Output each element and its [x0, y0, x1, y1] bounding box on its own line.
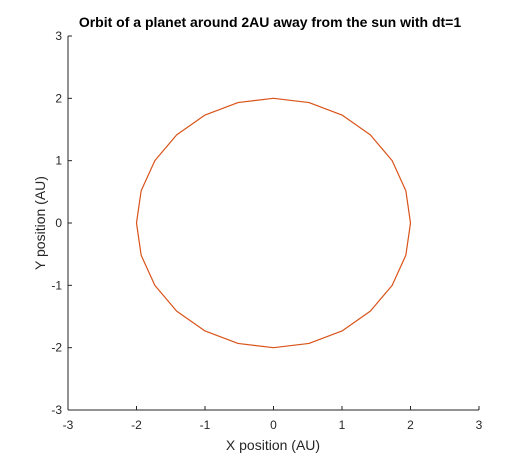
- y-ticks: -3 -2 -1 0 1 2 3: [51, 29, 72, 417]
- x-tick-label: 3: [476, 418, 483, 432]
- x-tick-label: -1: [200, 418, 211, 432]
- y-axis-label: Y position (AU): [32, 176, 48, 270]
- x-tick-label: -3: [63, 418, 74, 432]
- x-axis-label: X position (AU): [226, 437, 320, 453]
- orbit-line: [135, 97, 412, 349]
- x-tick-label: -2: [131, 418, 142, 432]
- y-tick-label: 3: [55, 29, 62, 43]
- axes: [67, 36, 479, 411]
- y-tick-label: -1: [51, 278, 62, 292]
- x-tick-label: 2: [407, 418, 414, 432]
- x-ticks: -3 -2 -1 0 1 2 3: [63, 406, 483, 432]
- x-tick-label: 1: [339, 418, 346, 432]
- y-tick-label: 0: [55, 216, 62, 230]
- y-tick-label: -2: [51, 341, 62, 355]
- y-tick-label: -3: [51, 403, 62, 417]
- y-tick-label: 2: [55, 91, 62, 105]
- chart-title: Orbit of a planet around 2AU away from t…: [79, 14, 462, 30]
- x-tick-label: 0: [270, 418, 277, 432]
- plot-series: [135, 97, 412, 349]
- y-tick-label: 1: [55, 154, 62, 168]
